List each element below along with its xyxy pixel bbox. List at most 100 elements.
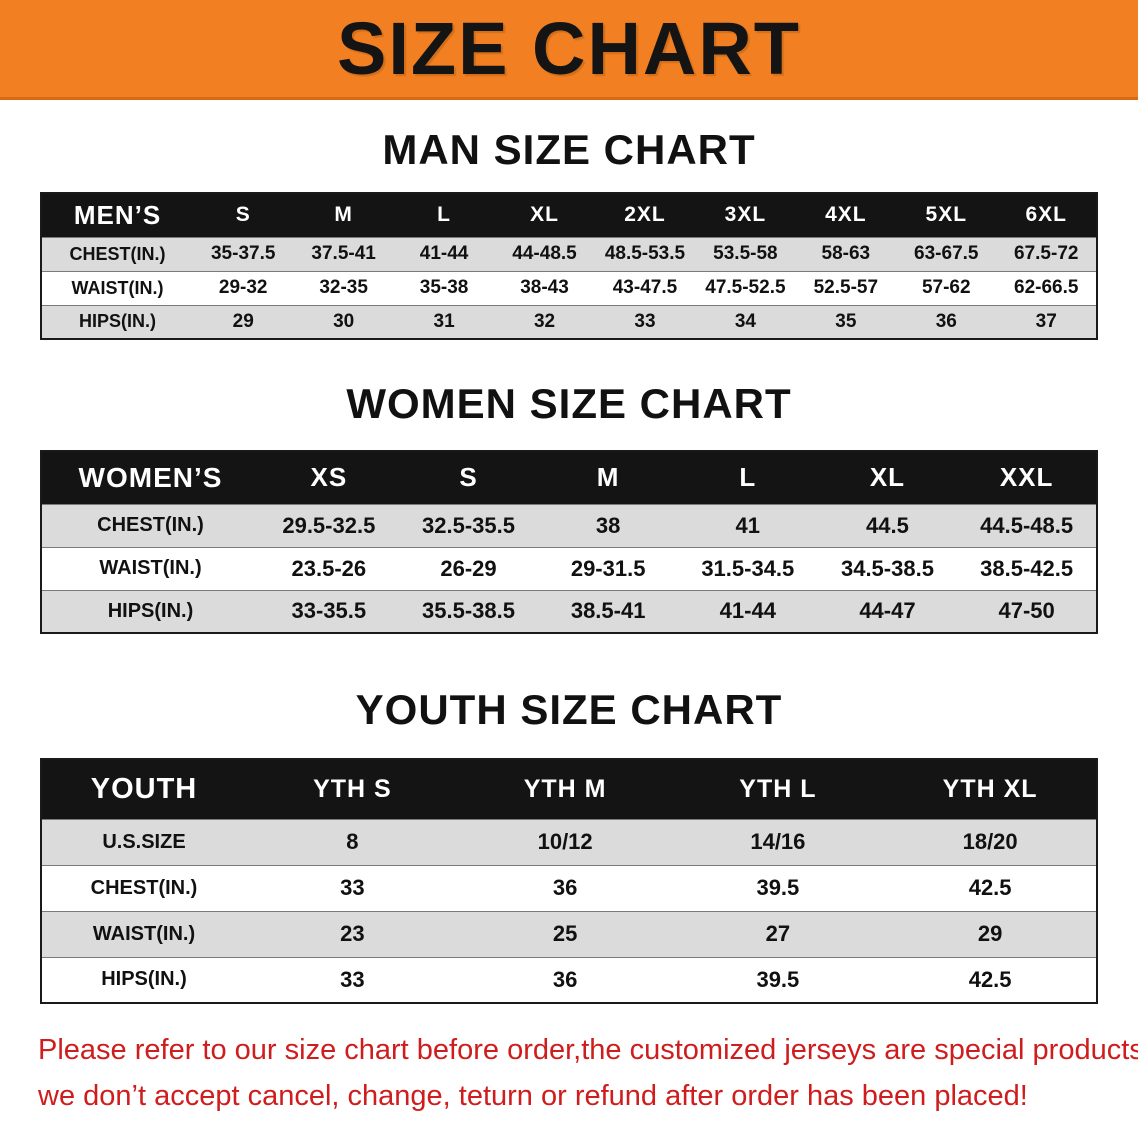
value-cell: 44.5-48.5	[957, 503, 1097, 547]
value-cell: 31.5-34.5	[677, 546, 818, 590]
youth-section-heading: YOUTH SIZE CHART	[355, 686, 783, 733]
value-cell: 29-32	[193, 270, 294, 305]
size-header-cell: XS	[259, 451, 399, 504]
size-header-cell: 5XL	[896, 193, 997, 237]
value-cell: 36	[458, 956, 672, 1003]
value-cell: 35.5-38.5	[398, 589, 539, 633]
size-header-cell: XL	[494, 193, 595, 237]
value-cell: 34	[695, 304, 796, 339]
value-cell: 47.5-52.5	[695, 270, 796, 305]
table-row: HIPS(IN.) 33-35.5 35.5-38.5 38.5-41 41-44 44-…	[41, 589, 1097, 633]
table-title-cell: YOUTH	[41, 759, 246, 819]
value-cell: 53.5-58	[695, 236, 796, 271]
table-row: WAIST(IN.) 29-32 32-35 35-38 38-43 43-47.5 47.…	[41, 270, 1097, 305]
value-cell: 29-31.5	[538, 546, 678, 590]
row-label-cell: CHEST(IN.)	[41, 864, 246, 911]
value-cell: 63-67.5	[896, 236, 997, 271]
table-row: WAIST(IN.) 23 25 27 29	[41, 910, 1097, 957]
disclaimer-line-2: we don’t accept cancel, change, teturn o…	[38, 1079, 1028, 1112]
value-cell: 35-38	[393, 270, 495, 305]
table-title-cell: WOMEN’S	[41, 451, 259, 504]
size-header-cell: 6XL	[996, 193, 1097, 237]
value-cell: 67.5-72	[996, 236, 1097, 271]
row-label-cell: HIPS(IN.)	[41, 304, 193, 339]
value-cell: 32-35	[293, 270, 394, 305]
value-cell: 33-35.5	[259, 589, 399, 633]
value-cell: 32	[494, 304, 595, 339]
men-section-heading: MAN SIZE CHART	[382, 126, 756, 173]
table-row: U.S.SIZE 8 10/12 14/16 18/20	[41, 818, 1097, 865]
value-cell: 44-48.5	[494, 236, 595, 271]
value-cell: 29.5-32.5	[259, 503, 399, 547]
value-cell: 34.5-38.5	[817, 546, 958, 590]
size-header-cell: YTH XL	[884, 759, 1097, 819]
value-cell: 44.5	[817, 503, 958, 547]
value-cell: 29	[193, 304, 294, 339]
size-header-cell: XL	[817, 451, 958, 504]
section-women: WOMEN SIZE CHART WOMEN’S XS S M L XL XXL CHEST(…	[0, 380, 1138, 634]
value-cell: 25	[458, 910, 672, 957]
value-cell: 39.5	[671, 864, 885, 911]
value-cell: 36	[458, 864, 672, 911]
row-label-cell: WAIST(IN.)	[41, 270, 193, 305]
value-cell: 14/16	[671, 818, 885, 865]
size-header-cell: M	[538, 451, 678, 504]
size-header-cell: S	[193, 193, 294, 237]
value-cell: 47-50	[957, 589, 1097, 633]
value-cell: 58-63	[795, 236, 897, 271]
value-cell: 37.5-41	[293, 236, 394, 271]
table-header-row: MEN’S S M L XL 2XL 3XL 4XL 5XL 6XL	[41, 193, 1097, 237]
row-label-cell: WAIST(IN.)	[41, 910, 246, 957]
value-cell: 57-62	[896, 270, 997, 305]
table-header-row: YOUTH YTH S YTH M YTH L YTH XL	[41, 759, 1097, 819]
men-size-table: MEN’S S M L XL 2XL 3XL 4XL 5XL 6XL CHEST(IN.) 35-37…	[40, 192, 1098, 340]
row-label-cell: HIPS(IN.)	[41, 956, 246, 1003]
disclaimer-line-1: Please refer to our size chart before or…	[38, 1034, 1138, 1066]
youth-size-table: YOUTH YTH S YTH M YTH L YTH XL U.S.SIZE 8 10/12…	[40, 758, 1098, 1004]
value-cell: 30	[293, 304, 394, 339]
value-cell: 8	[246, 818, 459, 865]
disclaimer: Please refer to our size chart before or…	[38, 1028, 1138, 1120]
row-label-cell: HIPS(IN.)	[41, 589, 259, 633]
value-cell: 38-43	[494, 270, 595, 305]
size-header-cell: 4XL	[795, 193, 897, 237]
table-row: HIPS(IN.) 33 36 39.5 42.5	[41, 956, 1097, 1003]
size-header-cell: 2XL	[594, 193, 696, 237]
table-row: CHEST(IN.) 33 36 39.5 42.5	[41, 864, 1097, 911]
size-header-cell: M	[293, 193, 394, 237]
value-cell: 23.5-26	[259, 546, 399, 590]
value-cell: 29	[884, 910, 1097, 957]
women-size-table: WOMEN’S XS S M L XL XXL CHEST(IN.) 29.5-32.5 32.5…	[40, 450, 1098, 634]
value-cell: 38.5-42.5	[957, 546, 1097, 590]
value-cell: 33	[246, 864, 459, 911]
value-cell: 33	[246, 956, 459, 1003]
table-row: WAIST(IN.) 23.5-26 26-29 29-31.5 31.5-34.5 34…	[41, 546, 1097, 590]
row-label-cell: WAIST(IN.)	[41, 546, 259, 590]
value-cell: 38.5-41	[538, 589, 678, 633]
row-label-cell: CHEST(IN.)	[41, 503, 259, 547]
value-cell: 35-37.5	[193, 236, 294, 271]
size-header-cell: YTH L	[671, 759, 885, 819]
value-cell: 42.5	[884, 956, 1097, 1003]
size-header-cell: S	[398, 451, 539, 504]
value-cell: 31	[393, 304, 495, 339]
value-cell: 38	[538, 503, 678, 547]
women-section-heading: WOMEN SIZE CHART	[346, 380, 792, 427]
value-cell: 52.5-57	[795, 270, 897, 305]
section-men: MAN SIZE CHART MEN’S S M L XL 2XL 3XL 4XL 5XL 6XL…	[0, 126, 1138, 340]
row-label-cell: CHEST(IN.)	[41, 236, 193, 271]
value-cell: 43-47.5	[594, 270, 696, 305]
row-label-cell: U.S.SIZE	[41, 818, 246, 865]
value-cell: 41-44	[393, 236, 495, 271]
banner: SIZE CHART	[0, 0, 1138, 100]
value-cell: 42.5	[884, 864, 1097, 911]
value-cell: 39.5	[671, 956, 885, 1003]
value-cell: 41	[677, 503, 818, 547]
value-cell: 18/20	[884, 818, 1097, 865]
value-cell: 27	[671, 910, 885, 957]
size-header-cell: 3XL	[695, 193, 796, 237]
table-header-row: WOMEN’S XS S M L XL XXL	[41, 451, 1097, 504]
table-row: CHEST(IN.) 29.5-32.5 32.5-35.5 38 41 44.5 44.5…	[41, 503, 1097, 547]
section-youth: YOUTH SIZE CHART YOUTH YTH S YTH M YTH L YTH…	[0, 686, 1138, 1004]
value-cell: 10/12	[458, 818, 672, 865]
